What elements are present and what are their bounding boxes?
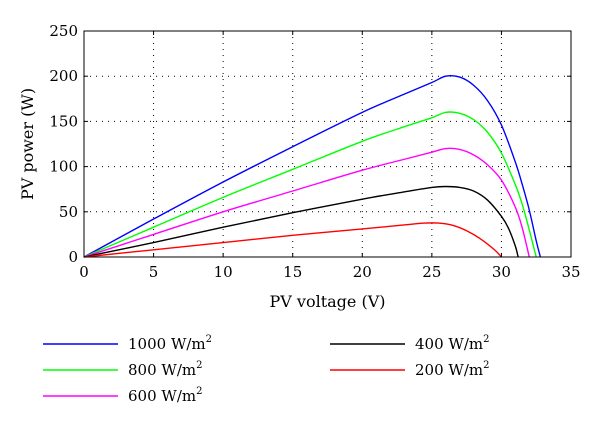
x-tick-label: 20 [353, 263, 372, 281]
x-tick-label: 25 [422, 263, 441, 281]
x-axis-title: PV voltage (V) [270, 292, 386, 311]
legend-label-text: 400 W/m [415, 335, 483, 353]
legend-label-superscript: 2 [483, 360, 489, 371]
series-line-3 [83, 185, 519, 258]
grid-lines [84, 31, 571, 257]
legend-label-superscript: 2 [483, 334, 489, 345]
x-tick-label: 10 [214, 263, 233, 281]
series-line-1 [83, 111, 537, 258]
y-axis-title: PV power (W) [18, 88, 37, 200]
legend-label-3: 400 W/m2 [415, 334, 489, 353]
series-line-2 [83, 147, 530, 258]
legend-label-text: 200 W/m [415, 361, 483, 379]
axis-ticks: 0 5 10 15 20 25 30 35 0 50 100 150 200 250 [49, 22, 580, 281]
y-tick-label: 50 [59, 203, 78, 221]
x-tick-label: 30 [492, 263, 511, 281]
legend-label-4: 200 W/m2 [415, 360, 489, 379]
x-tick-label: 15 [283, 263, 302, 281]
y-tick-label: 150 [49, 112, 78, 130]
plot-frame [83, 30, 572, 258]
y-tick-label: 0 [68, 248, 78, 266]
series-line-4 [83, 222, 502, 258]
legend-label-text: 1000 W/m [128, 335, 206, 353]
legend-label-text: 600 W/m [128, 387, 196, 405]
y-tick-label: 200 [49, 67, 78, 85]
x-tick-label: 35 [561, 263, 580, 281]
legend-label-0: 1000 W/m2 [128, 334, 212, 353]
legend-label-superscript: 2 [206, 334, 212, 345]
y-tick-label: 250 [49, 22, 78, 40]
series-lines [83, 74, 542, 258]
legend-label-1: 800 W/m2 [128, 360, 202, 379]
legend-label-text: 800 W/m [128, 361, 196, 379]
legend-label-superscript: 2 [196, 386, 202, 397]
y-tick-label: 100 [49, 158, 78, 176]
legend-label-2: 600 W/m2 [128, 386, 202, 405]
x-tick-label: 5 [149, 263, 159, 281]
series-line-0 [83, 74, 542, 258]
legend-label-superscript: 2 [196, 360, 202, 371]
x-tick-label: 0 [79, 263, 89, 281]
